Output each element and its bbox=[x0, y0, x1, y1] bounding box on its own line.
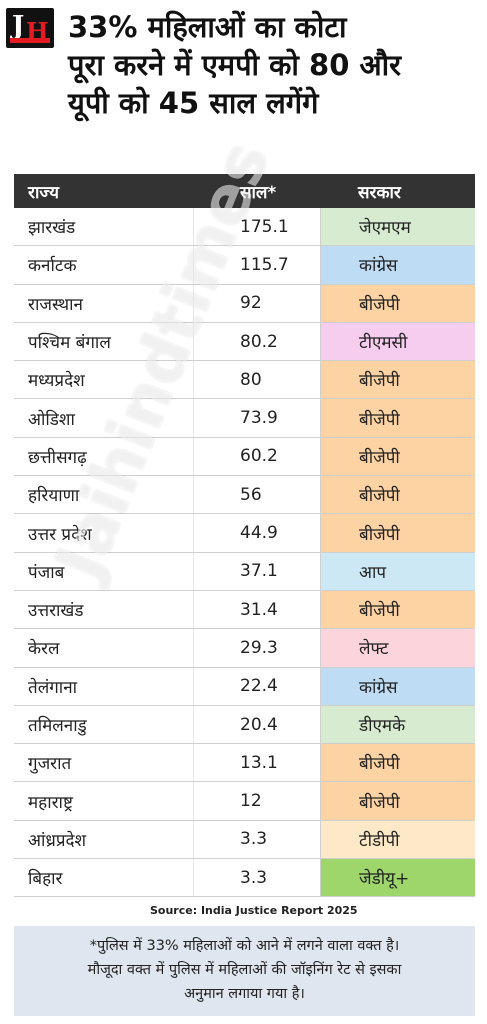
party-cell: बीजेपी bbox=[320, 437, 475, 476]
table-row: हरियाणा 56 बीजेपी bbox=[14, 476, 475, 515]
years-cell: 80.2 bbox=[240, 331, 278, 352]
headline: 33% महिलाओं का कोटा पूरा करने में एमपी क… bbox=[68, 8, 483, 122]
footnote: *पुलिस में 33% महिलाओं को आने में लगने व… bbox=[14, 926, 475, 1016]
table-row: राजस्थान 92 बीजेपी bbox=[14, 284, 475, 323]
party-cell: कांग्रेस bbox=[320, 246, 475, 284]
state-cell: आंध्रप्रदेश bbox=[14, 820, 194, 859]
years-cell: 56 bbox=[240, 484, 262, 505]
years-cell: 37.1 bbox=[240, 561, 278, 582]
party-cell: बीजेपी bbox=[320, 514, 475, 552]
years-cell: 20.4 bbox=[240, 714, 278, 735]
state-cell: हरियाणा bbox=[14, 476, 194, 514]
source-line: Source: India Justice Report 2025 bbox=[150, 904, 358, 917]
state-cell: बिहार bbox=[14, 859, 194, 897]
table-row: तमिलनाडु 20.4 डीएमके bbox=[14, 705, 475, 745]
years-cell: 80 bbox=[240, 369, 262, 390]
party-cell: डीएमके bbox=[320, 705, 475, 744]
table-row: उत्तर प्रदेश 44.9 बीजेपी bbox=[14, 514, 475, 553]
party-cell: कांग्रेस bbox=[320, 667, 475, 705]
state-cell: मध्यप्रदेश bbox=[14, 361, 194, 399]
years-cell: 115.7 bbox=[240, 254, 289, 275]
state-cell: छत्तीसगढ़ bbox=[14, 437, 194, 476]
state-cell: राजस्थान bbox=[14, 284, 194, 322]
headline-line: यूपी को 45 साल लगेंगे bbox=[68, 86, 319, 120]
state-cell: कर्नाटक bbox=[14, 246, 194, 284]
headline-line: पूरा करने में एमपी को 80 और bbox=[68, 48, 402, 82]
party-cell: जेडीयू+ bbox=[320, 859, 475, 897]
party-cell: आप bbox=[320, 552, 475, 590]
state-cell: उत्तराखंड bbox=[14, 590, 194, 629]
party-cell: बीजेपी bbox=[320, 744, 475, 782]
state-cell: पश्चिम बंगाल bbox=[14, 322, 194, 361]
state-cell: गुजरात bbox=[14, 744, 194, 782]
state-cell: महाराष्ट्र bbox=[14, 782, 194, 820]
state-cell: तमिलनाडु bbox=[14, 705, 194, 744]
party-cell: जेएमएम bbox=[320, 208, 475, 246]
party-cell: लेफ्ट bbox=[320, 629, 475, 667]
party-cell: बीजेपी bbox=[320, 284, 475, 322]
years-cell: 13.1 bbox=[240, 752, 278, 773]
header-party: सरकार bbox=[358, 182, 401, 203]
years-cell: 92 bbox=[240, 293, 262, 314]
years-cell: 29.3 bbox=[240, 637, 278, 658]
table-row: उत्तराखंड 31.4 बीजेपी bbox=[14, 590, 475, 630]
footnote-line: मौजूदा वक्त में पुलिस में महिलाओं की जॉइ… bbox=[87, 962, 402, 978]
years-cell: 12 bbox=[240, 791, 262, 812]
table-row: ओडिशा 73.9 बीजेपी bbox=[14, 399, 475, 438]
years-cell: 3.3 bbox=[240, 829, 268, 850]
party-cell: बीजेपी bbox=[320, 476, 475, 514]
years-cell: 44.9 bbox=[240, 523, 278, 544]
years-cell: 60.2 bbox=[240, 446, 278, 467]
table-row: तेलंगाना 22.4 कांग्रेस bbox=[14, 667, 475, 706]
years-cell: 31.4 bbox=[240, 599, 278, 620]
table-row: गुजरात 13.1 बीजेपी bbox=[14, 744, 475, 783]
party-cell: बीजेपी bbox=[320, 361, 475, 399]
party-cell: टीडीपी bbox=[320, 820, 475, 859]
state-cell: ओडिशा bbox=[14, 399, 194, 437]
table-row: पश्चिम बंगाल 80.2 टीएमसी bbox=[14, 322, 475, 362]
state-cell: केरल bbox=[14, 629, 194, 667]
footnote-line: अनुमान लगाया गया है। bbox=[184, 986, 305, 1002]
table-row: महाराष्ट्र 12 बीजेपी bbox=[14, 782, 475, 821]
state-cell: झारखंड bbox=[14, 208, 194, 246]
footnote-line: *पुलिस में 33% महिलाओं को आने में लगने व… bbox=[89, 938, 400, 954]
state-cell: तेलंगाना bbox=[14, 667, 194, 705]
party-cell: बीजेपी bbox=[320, 399, 475, 437]
data-table: राज्य साल* सरकार झारखंड 175.1 जेएमएम कर्नाट… bbox=[14, 174, 475, 898]
state-cell: उत्तर प्रदेश bbox=[14, 514, 194, 552]
table-body: झारखंड 175.1 जेएमएम कर्नाटक 115.7 कांग्रेस राज… bbox=[14, 208, 475, 898]
table-row: कर्नाटक 115.7 कांग्रेस bbox=[14, 246, 475, 285]
header-state: राज्य bbox=[28, 182, 59, 203]
table-row: झारखंड 175.1 जेएमएम bbox=[14, 208, 475, 247]
table-row: पंजाब 37.1 आप bbox=[14, 552, 475, 591]
party-cell: बीजेपी bbox=[320, 590, 475, 629]
party-cell: बीजेपी bbox=[320, 782, 475, 820]
years-cell: 3.3 bbox=[240, 867, 268, 888]
table-header: राज्य साल* सरकार bbox=[14, 174, 475, 208]
table-row: छत्तीसगढ़ 60.2 बीजेपी bbox=[14, 437, 475, 477]
table-row: आंध्रप्रदेश 3.3 टीडीपी bbox=[14, 820, 475, 860]
headline-line: 33% महिलाओं का कोटा bbox=[68, 10, 347, 44]
table-row: बिहार 3.3 जेडीयू+ bbox=[14, 859, 475, 898]
state-cell: पंजाब bbox=[14, 552, 194, 590]
party-cell: टीएमसी bbox=[320, 322, 475, 361]
table-row: मध्यप्रदेश 80 बीजेपी bbox=[14, 361, 475, 400]
years-cell: 175.1 bbox=[240, 216, 289, 237]
years-cell: 22.4 bbox=[240, 676, 278, 697]
table-row: केरल 29.3 लेफ्ट bbox=[14, 629, 475, 668]
header-years: साल* bbox=[240, 182, 277, 203]
years-cell: 73.9 bbox=[240, 408, 278, 429]
